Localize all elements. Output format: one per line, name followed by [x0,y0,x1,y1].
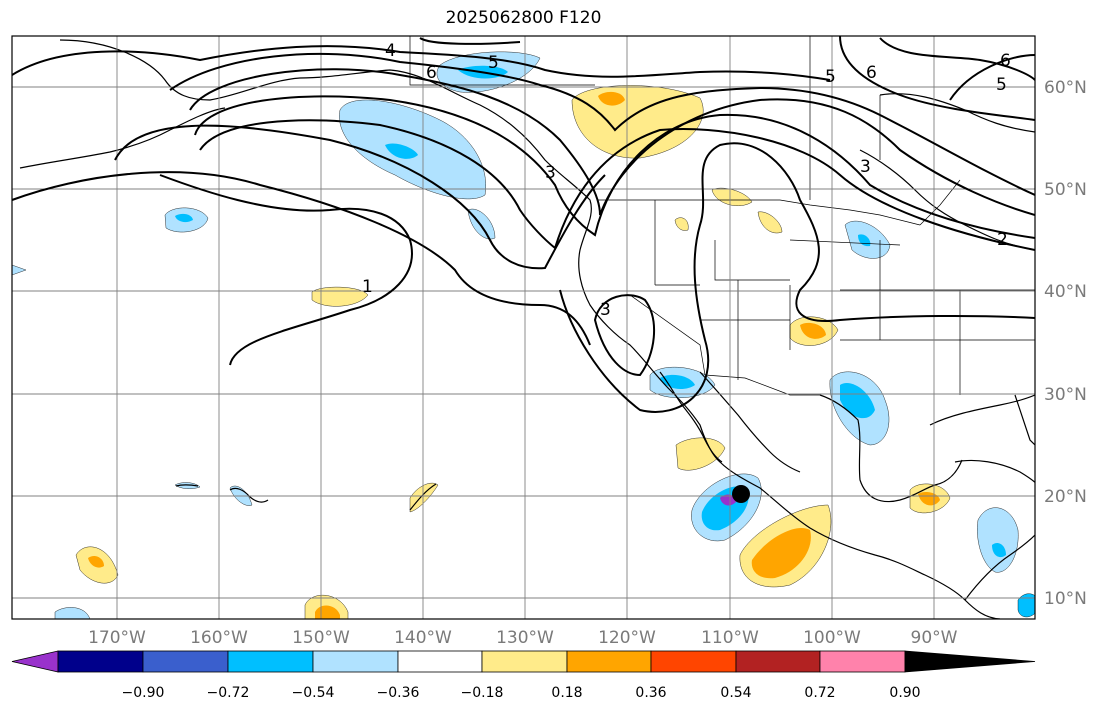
colorbar-tick-label: −0.72 [207,685,250,701]
lon-label: 170°W [88,628,146,648]
colorbar-segment [566,650,652,673]
contour-label-1: 1 [362,277,373,297]
contour-label-6: 6 [426,63,437,83]
lon-label: 150°W [292,628,350,648]
contour-label-3: 3 [545,163,556,183]
lat-label: 20°N [1044,487,1087,507]
colorbar-tick-label: 0.18 [551,685,582,701]
colorbar-tick-label: 0.36 [635,685,666,701]
contour-label-2: 2 [997,230,1008,250]
lon-label: 110°W [701,628,759,648]
longitude-labels: 170°W 160°W 150°W 140°W 130°W 120°W 110°… [88,628,958,648]
lat-label: 40°N [1044,282,1087,302]
colorbar-segment [57,650,144,673]
colorbar: −0.90 −0.72 −0.54 −0.36 −0.18 0.18 0.36 … [11,650,1036,701]
colorbar-segment [11,650,59,673]
lat-label: 50°N [1044,180,1087,200]
lon-label: 90°W [911,628,958,648]
lat-lon-grid [12,36,1035,619]
map-title: 2025062800 F120 [445,8,602,28]
contour-label-5: 5 [996,75,1007,95]
colorbar-segment [312,650,399,673]
colorbar-tick-label: 0.90 [889,685,920,701]
storm-center-dot [732,485,750,503]
contour-label-5: 5 [825,67,836,87]
contour-label-6: 6 [866,63,877,83]
colorbar-segment [142,650,229,673]
colorbar-segment [819,650,906,673]
lon-label: 130°W [496,628,554,648]
colorbar-segment [397,650,483,673]
colorbar-tick-label: −0.54 [292,685,335,701]
lat-label: 30°N [1044,385,1087,405]
colorbar-segment [481,650,568,673]
lon-label: 120°W [598,628,656,648]
lat-label: 10°N [1044,589,1087,609]
colorbar-tick-label: 0.54 [720,685,751,701]
contour-label-3: 3 [860,157,871,177]
colorbar-tick-label: 0.72 [804,685,835,701]
coastlines [19,39,1035,619]
map-frame [11,35,1036,620]
latitude-labels: 60°N 50°N 40°N 30°N 20°N 10°N [1044,78,1087,609]
colorbar-tick-label: −0.90 [122,685,165,701]
lon-label: 160°W [190,628,248,648]
height-contours [12,36,1035,413]
colorbar-tick-label: −0.18 [461,685,504,701]
colorbar-segment [650,650,737,673]
lon-label: 100°W [803,628,861,648]
map-background [12,36,1035,619]
contour-labels: 4 5 6 5 6 6 5 3 1 3 3 2 [362,41,1011,320]
contour-label-5: 5 [488,53,499,73]
colorbar-tick-label: −0.36 [377,685,420,701]
contour-label-4: 4 [385,41,396,61]
contour-label-3: 3 [600,300,611,320]
colorbar-segment [735,650,821,673]
contour-label-6: 6 [1000,51,1011,71]
lat-label: 60°N [1044,78,1087,98]
lon-label: 140°W [394,628,452,648]
colorbar-segment [227,650,314,673]
colorbar-segment [904,650,1036,673]
